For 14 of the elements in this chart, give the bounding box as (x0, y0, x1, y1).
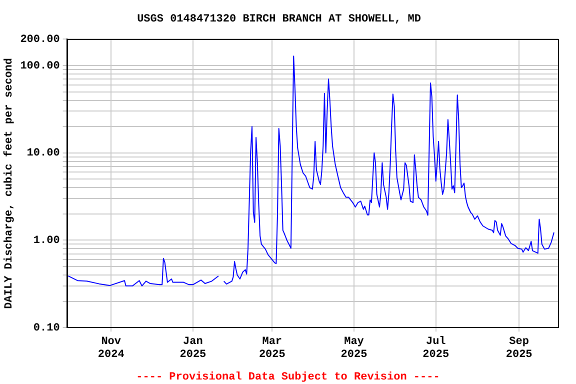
x-tick-label: Jul 2025 (422, 336, 450, 362)
y-tick-label: 100.00 (20, 60, 60, 72)
y-tick-label: 10.00 (26, 148, 60, 160)
chart-title: USGS 0148471320 BIRCH BRANCH AT SHOWELL, MD (137, 13, 422, 26)
y-tick-label: 200.00 (20, 34, 60, 46)
y-tick-label: 0.10 (33, 322, 60, 334)
x-tick-label: Mar 2025 (258, 336, 286, 362)
y-axis-title: DAILY Discharge, cubic feet per second (2, 58, 16, 309)
y-tick-label: 1.00 (33, 235, 60, 247)
x-tick-label: Jan 2025 (180, 336, 207, 362)
x-tick-label: Nov 2024 (98, 336, 125, 362)
x-tick-label: May 2025 (340, 336, 368, 362)
text: ---- Provisional Data Subject to Revision ---- (136, 371, 440, 384)
x-tick-label: Sep 2025 (506, 336, 533, 362)
